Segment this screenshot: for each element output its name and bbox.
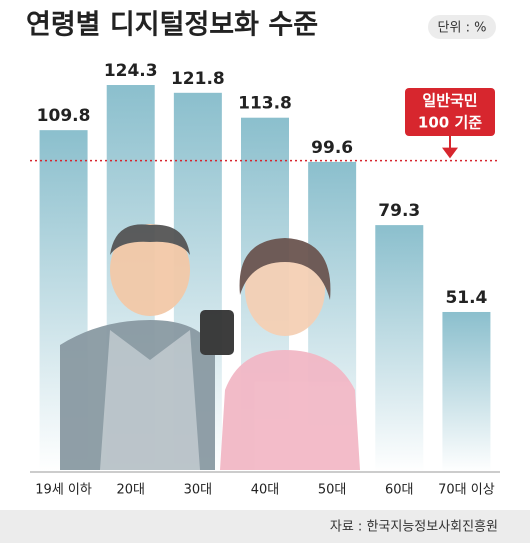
value-label: 51.4	[445, 288, 487, 308]
x-tick-label: 19세 이하	[35, 483, 92, 498]
value-label: 121.8	[171, 69, 225, 89]
reference-label: 일반국민	[422, 92, 477, 110]
bar	[442, 311, 491, 472]
chart-title: 연령별 디지털정보화 수준	[26, 10, 318, 41]
unit-label: 단위 : %	[438, 21, 487, 36]
value-label: 124.3	[104, 61, 158, 81]
reference-box	[405, 88, 495, 136]
x-tick-label: 30대	[184, 483, 213, 498]
x-tick-label: 70대 이상	[438, 483, 495, 498]
x-tick-label: 20대	[116, 483, 145, 498]
illustration	[60, 224, 360, 470]
reference-label: 100 기준	[418, 114, 482, 132]
value-label: 113.8	[238, 94, 292, 114]
value-label: 99.6	[311, 138, 353, 158]
unit-badge	[428, 15, 496, 39]
x-tick-label: 50대	[318, 483, 347, 498]
value-label: 79.3	[378, 201, 420, 221]
value-label: 109.8	[37, 106, 91, 126]
bar	[375, 225, 424, 472]
footer	[0, 510, 530, 543]
source: 자료 : 한국지능정보사회진흥원	[330, 520, 498, 535]
reference-arrow	[442, 136, 458, 159]
x-tick-label: 40대	[251, 483, 280, 498]
x-tick-label: 60대	[385, 483, 414, 498]
